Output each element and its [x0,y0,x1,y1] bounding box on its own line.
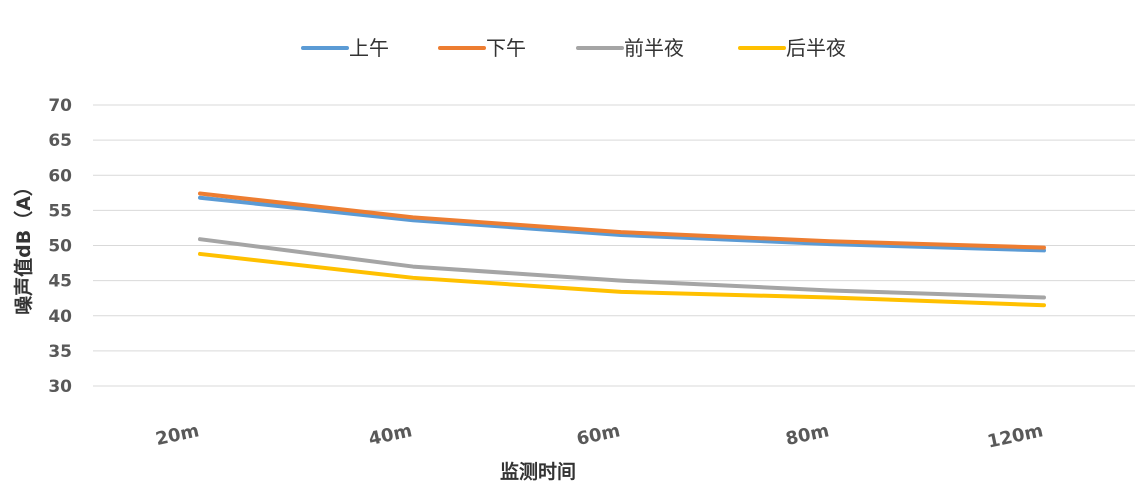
series-line-3 [198,251,1046,308]
legend-label: 上午 [349,36,389,60]
gridlines [93,104,1135,387]
legend-label: 下午 [486,36,526,60]
x-tick-label: 60m [575,420,622,450]
series-lines [198,191,1046,308]
y-tick-label: 70 [48,96,72,116]
legend-label: 前半夜 [624,36,684,60]
y-tick-label: 40 [48,307,72,327]
y-tick-label: 60 [48,166,72,186]
y-tick-label: 45 [48,272,72,292]
x-tick-label: 120m [986,420,1045,452]
y-tick-label: 35 [48,342,72,362]
x-tick-label: 40m [367,420,414,450]
legend: 上午 下午 前半夜 后半夜 [301,36,846,60]
legend-label: 后半夜 [786,36,846,60]
series-line-1 [198,191,1046,250]
x-axis-ticks: 20m 40m 60m 80m 120m [154,420,1045,452]
y-tick-label: 30 [48,377,72,397]
y-axis-ticks: 30 35 40 45 50 55 60 65 70 [48,96,72,397]
y-tick-label: 50 [48,237,72,257]
x-tick-label: 80m [784,420,831,450]
x-axis-title: 监测时间 [500,460,576,483]
series-line-2 [198,237,1046,300]
series-line-0 [198,195,1046,253]
x-tick-label: 20m [154,420,201,450]
y-axis-title: 噪声值dB（A） [12,177,35,315]
y-tick-label: 55 [48,201,72,221]
y-tick-label: 65 [48,131,72,151]
